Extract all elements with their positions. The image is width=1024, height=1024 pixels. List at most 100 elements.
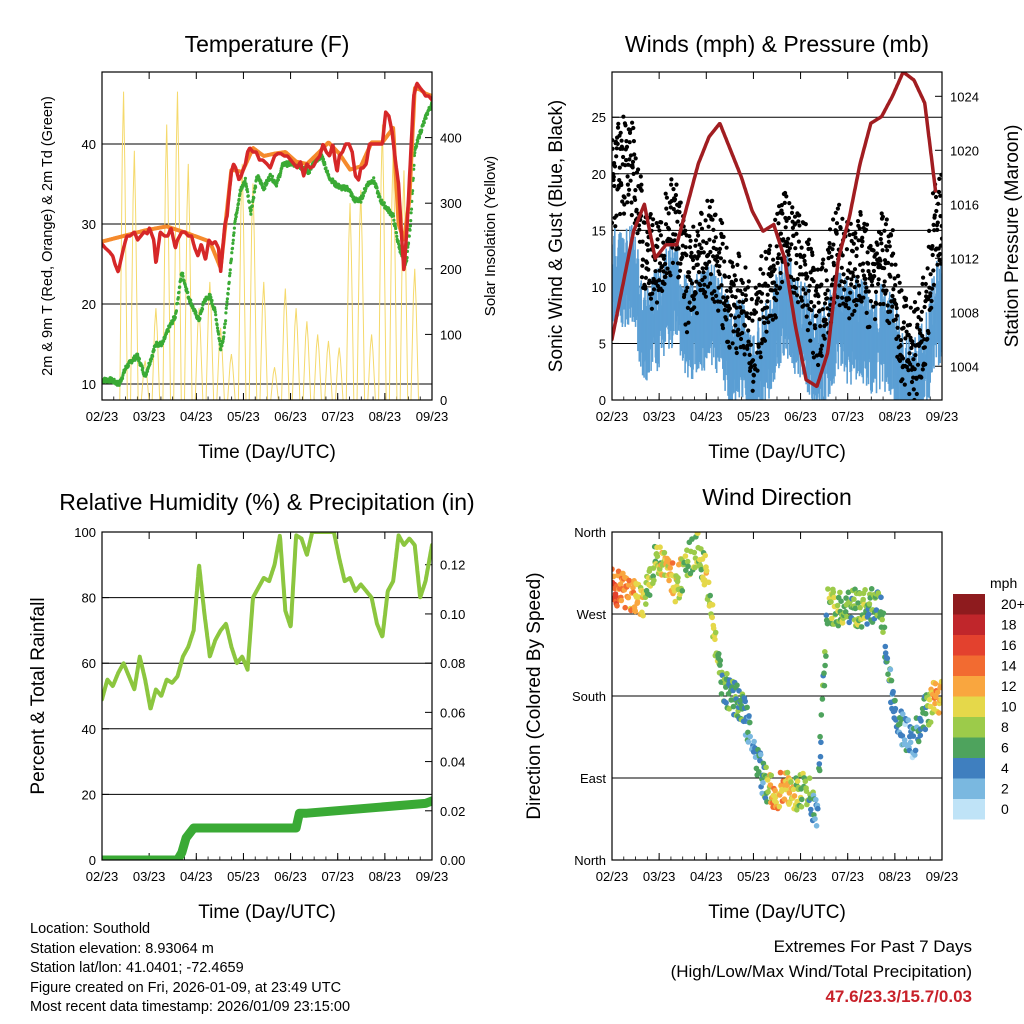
dewpoint-point <box>236 206 240 210</box>
gust-point <box>746 328 751 333</box>
y2-tick-label: 1008 <box>950 305 979 320</box>
dewpoint-point <box>394 231 398 235</box>
gust-point <box>893 283 898 288</box>
direction-point <box>695 532 701 536</box>
gust-point <box>621 154 626 160</box>
x-tick-label: 09/23 <box>926 409 959 424</box>
dewpoint-point <box>270 174 275 178</box>
dewpoint-point <box>223 322 227 326</box>
dewpoint-point <box>243 176 247 180</box>
dewpoint-point <box>186 290 190 294</box>
solar-peak <box>130 150 139 400</box>
dewpoint-point <box>222 335 226 339</box>
direction-point <box>726 706 732 712</box>
gust-point <box>807 237 812 242</box>
gust-point <box>868 243 873 249</box>
dewpoint-point <box>372 176 376 180</box>
direction-point <box>885 671 891 677</box>
gust-point <box>894 302 899 307</box>
gust-point <box>838 226 843 231</box>
gust-point <box>751 373 757 378</box>
colorbar-label: 8 <box>1001 719 1009 735</box>
colorbar-label: 14 <box>1001 658 1017 674</box>
gust-point <box>866 261 871 266</box>
x-tick-label: 08/23 <box>369 409 402 424</box>
dewpoint-point <box>168 325 172 329</box>
gust-point <box>716 308 721 313</box>
direction-point <box>857 604 863 611</box>
gust-point <box>867 324 872 329</box>
y-tick-label: North <box>574 853 606 868</box>
direction-point <box>718 691 725 697</box>
gust-point <box>882 266 887 271</box>
direction-point <box>781 796 788 802</box>
gust-point <box>655 283 661 289</box>
y2-tick-label: 200 <box>440 262 462 277</box>
gust-point <box>792 214 798 219</box>
gust-point <box>891 251 896 256</box>
gust-point <box>629 213 634 218</box>
gust-point <box>847 261 853 266</box>
dewpoint-point <box>228 271 232 275</box>
gust-point <box>912 367 917 372</box>
gust-point <box>842 287 847 292</box>
gust-point <box>691 265 696 270</box>
gust-point <box>774 291 780 296</box>
gust-point <box>757 282 762 287</box>
gust-point <box>936 201 941 206</box>
gust-point <box>672 238 677 243</box>
gust-point <box>680 255 685 260</box>
station-latlon: Station lat/lon: 41.0401; -72.4659 <box>30 960 244 976</box>
gust-point <box>786 236 791 241</box>
gust-point <box>673 193 679 198</box>
y-tick-label: South <box>572 689 606 704</box>
direction-point <box>742 698 748 705</box>
dewpoint-point <box>249 208 253 212</box>
gust-point <box>653 269 658 274</box>
direction-point <box>736 688 742 694</box>
gust-point <box>686 320 691 325</box>
y2-tick-label: 0.10 <box>440 607 465 622</box>
gust-point <box>699 246 704 251</box>
gust-point <box>876 281 881 287</box>
direction-point <box>790 786 797 793</box>
gust-point <box>887 320 892 326</box>
gust-point <box>799 295 804 300</box>
gust-point <box>736 314 742 319</box>
gust-point <box>854 246 859 251</box>
dewpoint-point <box>200 307 205 311</box>
gust-point <box>860 239 865 244</box>
direction-point <box>846 619 852 626</box>
gust-point <box>866 269 871 274</box>
gust-point <box>718 256 724 261</box>
direction-point <box>879 616 885 623</box>
colorbar-label: 18 <box>1001 617 1017 633</box>
gust-point <box>705 284 711 289</box>
colorbar-swatch <box>953 594 985 615</box>
direction-point <box>763 764 769 771</box>
gust-point <box>868 299 874 304</box>
x-tick-label: 07/23 <box>321 409 354 424</box>
gust-point <box>730 264 736 269</box>
gust-point <box>756 344 761 349</box>
y-tick-label: 5 <box>599 336 606 351</box>
direction-point <box>821 682 828 689</box>
gust-point <box>745 285 751 290</box>
direction-point <box>922 710 929 717</box>
gust-point <box>711 239 717 244</box>
y2-tick-label: 1020 <box>950 143 979 158</box>
gust-point <box>762 320 767 325</box>
direction-point <box>698 546 704 552</box>
gust-point <box>788 257 793 262</box>
colorbar-swatch <box>953 614 985 635</box>
solar-peak <box>162 124 171 400</box>
gust-point <box>740 280 745 285</box>
gust-point <box>882 279 887 284</box>
dewpoint-point <box>380 198 384 202</box>
gust-point <box>851 274 856 279</box>
solar-peak <box>281 288 290 400</box>
direction-point <box>927 719 934 725</box>
dewpoint-point <box>246 190 250 194</box>
gust-point <box>718 299 723 304</box>
temp-2m-line <box>102 81 432 274</box>
